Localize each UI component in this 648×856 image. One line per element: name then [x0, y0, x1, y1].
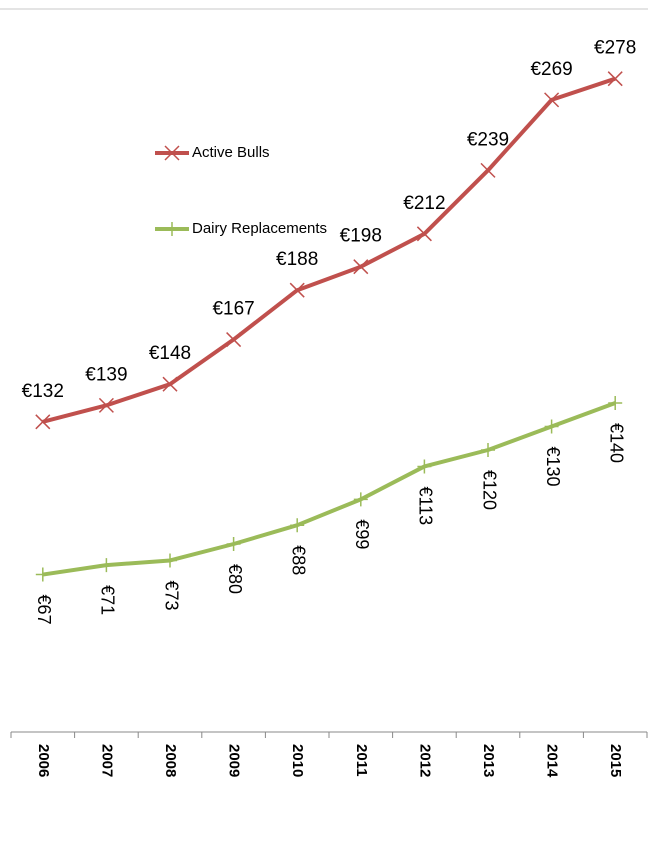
data-point: [99, 558, 114, 573]
data-label: €167: [212, 299, 254, 320]
data-point: [290, 518, 305, 533]
data-point: [35, 567, 50, 582]
data-label: €239: [467, 129, 509, 150]
x-tick-label: 2013: [480, 744, 497, 777]
series-line: [42, 76, 616, 424]
data-point: [608, 396, 623, 410]
data-point: [480, 162, 496, 178]
data-label: €139: [85, 364, 127, 385]
legend-marker: [165, 222, 179, 236]
data-point: [607, 71, 623, 87]
data-point: [226, 332, 242, 348]
data-label: €278: [594, 38, 636, 59]
x-tick-label: 2006: [35, 744, 52, 777]
data-label: €67: [34, 595, 54, 625]
data-label: €132: [22, 381, 64, 402]
data-label: €71: [98, 585, 118, 615]
series-line: [42, 401, 616, 577]
data-point: [35, 414, 51, 430]
data-point: [416, 226, 432, 242]
legend-label: Dairy Replacements: [192, 220, 327, 237]
data-label: €140: [606, 423, 626, 463]
data-point: [162, 376, 178, 392]
data-point: [544, 92, 560, 108]
data-label: €130: [543, 447, 563, 487]
x-tick-label: 2007: [98, 744, 115, 777]
data-label: €99: [352, 519, 372, 549]
data-label: €80: [225, 564, 245, 594]
x-tick-label: 2015: [607, 744, 624, 777]
data-point: [289, 282, 305, 298]
data-point: [481, 443, 495, 457]
data-label: €148: [149, 343, 191, 364]
data-point: [417, 459, 432, 474]
x-tick-label: 2011: [353, 744, 370, 777]
legend-marker: [164, 145, 180, 161]
data-label: €88: [288, 545, 308, 575]
x-tick-label: 2010: [289, 744, 306, 777]
legend-label: Active Bulls: [192, 144, 270, 161]
x-tick-label: 2014: [544, 744, 561, 778]
data-label: €198: [340, 226, 382, 247]
data-point: [98, 397, 114, 413]
x-tick-label: 2008: [162, 744, 179, 777]
data-label: €120: [479, 470, 499, 510]
x-tick-label: 2012: [416, 744, 433, 777]
data-point: [226, 537, 241, 551]
data-point: [353, 492, 368, 507]
data-label: €73: [161, 580, 181, 610]
data-point: [544, 419, 559, 434]
data-label: €113: [416, 486, 436, 525]
data-point: [163, 553, 177, 568]
x-tick-label: 2009: [226, 744, 243, 777]
data-label: €269: [530, 59, 572, 80]
data-label: €188: [276, 249, 318, 270]
data-point: [353, 259, 369, 275]
data-label: €212: [403, 193, 445, 214]
